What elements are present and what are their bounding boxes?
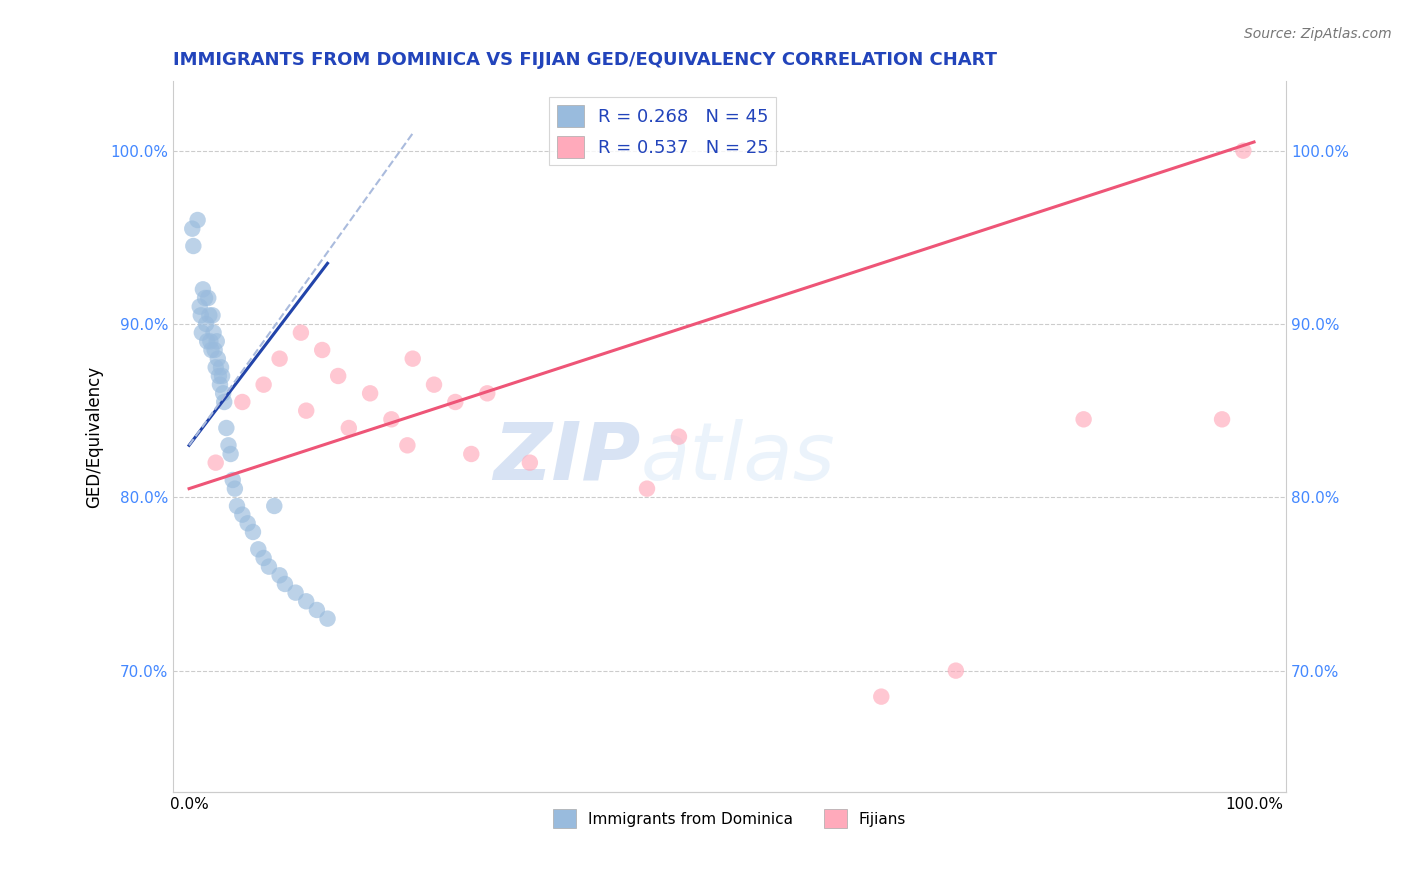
Point (188, 300, 211, 314)
Point (200, 334, 222, 349)
Point (328, 369, 350, 384)
Point (181, 221, 204, 235)
Point (247, 542, 270, 557)
Point (200, 343, 222, 357)
Point (198, 309, 221, 323)
Point (252, 377, 274, 392)
Point (236, 516, 259, 531)
Text: IMMIGRANTS FROM DOMINICA VS FIJIAN GED/EQUIVALENCY CORRELATION CHART: IMMIGRANTS FROM DOMINICA VS FIJIAN GED/E… (173, 51, 997, 69)
Point (477, 386, 499, 401)
Y-axis label: GED/Equivalency: GED/Equivalency (86, 366, 103, 508)
Point (396, 438, 419, 452)
Point (311, 343, 333, 357)
Point (204, 343, 226, 357)
Point (359, 386, 381, 401)
Point (257, 559, 280, 574)
Point (204, 360, 226, 375)
Text: atlas: atlas (641, 419, 835, 497)
Point (1232, 144, 1254, 158)
Point (274, 577, 297, 591)
Point (212, 395, 235, 409)
Point (290, 326, 312, 340)
Point (380, 412, 402, 426)
Point (187, 213, 209, 227)
Point (202, 326, 225, 340)
Point (263, 499, 285, 513)
Point (316, 612, 339, 626)
Point (183, 239, 205, 253)
Point (284, 585, 307, 599)
Point (231, 395, 253, 409)
Point (423, 377, 446, 392)
Point (305, 603, 328, 617)
Point (519, 456, 541, 470)
Point (945, 664, 967, 678)
Point (295, 594, 318, 608)
Point (219, 447, 242, 461)
Point (208, 377, 231, 392)
Point (269, 568, 291, 582)
Point (1073, 412, 1095, 426)
Point (195, 334, 218, 349)
Point (197, 291, 219, 305)
Point (212, 386, 235, 401)
Point (207, 351, 229, 366)
Point (636, 482, 658, 496)
Point (191, 282, 214, 296)
Text: ZIP: ZIP (494, 419, 641, 497)
Point (1211, 412, 1233, 426)
Point (218, 438, 240, 452)
Point (226, 499, 249, 513)
Point (269, 351, 291, 366)
Point (209, 360, 232, 375)
Point (195, 317, 218, 331)
Point (222, 473, 245, 487)
Point (215, 421, 238, 435)
Point (444, 395, 467, 409)
Point (668, 430, 690, 444)
Point (211, 369, 233, 384)
Legend: Immigrants from Dominica, Fijians: Immigrants from Dominica, Fijians (547, 803, 912, 834)
Point (204, 456, 226, 470)
Point (231, 508, 253, 522)
Point (295, 403, 318, 417)
Point (460, 447, 482, 461)
Point (201, 309, 224, 323)
Text: Source: ZipAtlas.com: Source: ZipAtlas.com (1244, 27, 1392, 41)
Point (194, 291, 217, 305)
Point (190, 309, 212, 323)
Point (205, 334, 228, 349)
Point (191, 326, 214, 340)
Point (224, 482, 246, 496)
Point (870, 690, 893, 704)
Point (208, 369, 231, 384)
Point (252, 551, 274, 566)
Point (337, 421, 360, 435)
Point (402, 351, 425, 366)
Point (242, 524, 264, 539)
